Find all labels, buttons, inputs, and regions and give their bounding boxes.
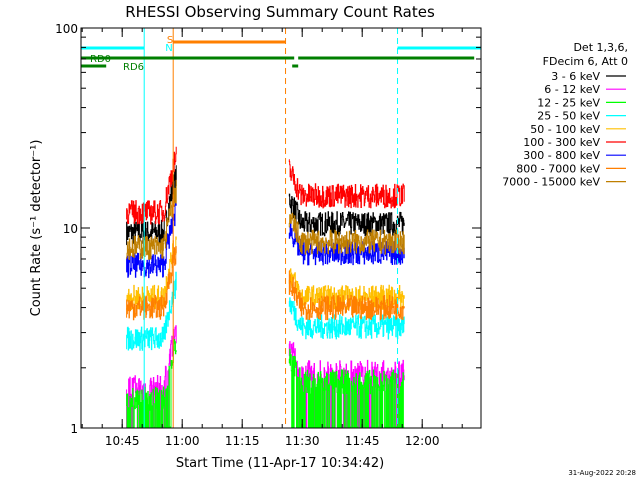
x-axis-label: Start Time (11-Apr-17 10:34:42) [176, 456, 384, 471]
series-trace [126, 179, 177, 260]
series-trace [126, 339, 177, 428]
legend-entry-label: 7000 - 15000 keV [502, 176, 600, 189]
legend-entry-label: 3 - 6 keV [551, 70, 600, 83]
x-tick-label: 11:45 [345, 434, 380, 448]
series-trace [288, 212, 405, 255]
legend-entry-label: 6 - 12 keV [544, 83, 600, 96]
y-tick-label: 10 [63, 222, 78, 236]
x-tick-label: 11:00 [165, 434, 200, 448]
series-trace [126, 246, 177, 321]
saa-annotation: S [167, 35, 173, 46]
y-axis-label: Count Rate (s⁻¹ detector⁻¹) [29, 140, 44, 317]
chart-title: RHESSI Observing Summary Count Rates [125, 3, 435, 21]
plot-area: SN RD0 RD6 [81, 28, 481, 428]
y-tick-label: 1 [70, 422, 78, 436]
series-trace [288, 193, 405, 237]
x-tick-label: 12:00 [405, 434, 440, 448]
x-tick-label: 11:15 [225, 434, 260, 448]
series-trace [126, 146, 177, 225]
y-tick-label: 100 [55, 22, 78, 36]
series-trace [288, 159, 405, 209]
series-trace [126, 271, 177, 351]
legend-entry-label: 100 - 300 keV [523, 136, 600, 149]
rd6-annotation: RD6 [123, 62, 144, 73]
series-trace [126, 202, 177, 279]
legend-entry-label: 12 - 25 keV [537, 96, 600, 109]
x-tick-label: 11:30 [285, 434, 320, 448]
legend-entry-label: 25 - 50 keV [537, 110, 600, 123]
series-trace [288, 348, 405, 428]
plot-timestamp: 31-Aug-2022 20:28 [568, 469, 636, 477]
legend-header-line1: Det 1,3,6, [573, 41, 628, 54]
legend-entry-label: 300 - 800 keV [523, 149, 600, 162]
legend-header-line2: FDecim 6, Att 0 [543, 55, 628, 68]
axes: 10:45 11:00 11:15 11:30 11:45 12:00 1 10 100 [55, 22, 481, 448]
series-trace [288, 297, 405, 340]
series-trace [288, 270, 405, 321]
night-annotation: N [165, 43, 172, 54]
legend-entry-label: 800 - 7000 keV [516, 162, 600, 175]
x-tick-label: 10:45 [105, 434, 140, 448]
rd0-annotation: RD0 [90, 54, 111, 65]
legend-entry-label: 50 - 100 keV [530, 123, 600, 136]
